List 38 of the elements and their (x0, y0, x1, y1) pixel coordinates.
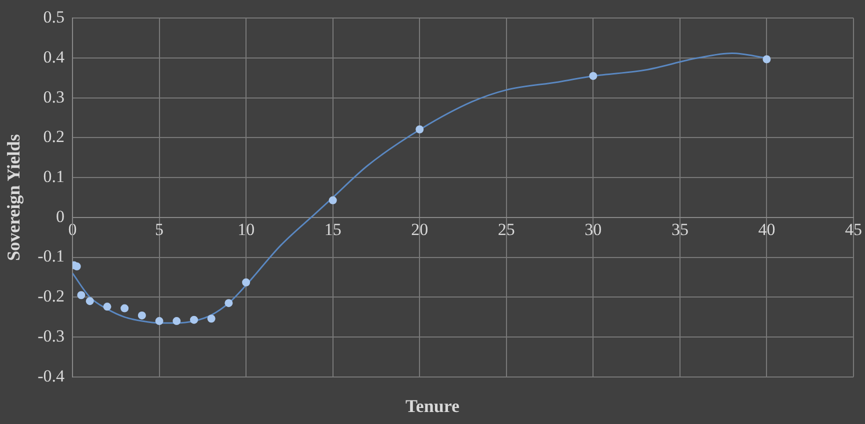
point (242, 278, 250, 286)
point (762, 55, 771, 64)
x-tick-label: 5 (155, 220, 164, 240)
point (207, 314, 216, 323)
y-tick-label: -0.2 (38, 286, 65, 306)
x-tick-label: 20 (411, 220, 428, 240)
y-tick-label: 0.4 (43, 48, 66, 67)
x-tick-label: 0 (68, 220, 77, 240)
point (72, 262, 81, 270)
point (190, 316, 198, 324)
point (416, 125, 424, 134)
x-tick-label: 40 (758, 220, 776, 240)
y-tick-label: 0.3 (43, 87, 65, 106)
y-tick-label: -0.4 (38, 366, 65, 386)
point (86, 297, 94, 306)
x-tick-label: 10 (238, 220, 255, 240)
x-tick-label: 30 (584, 220, 602, 240)
point (77, 291, 86, 300)
point (589, 72, 598, 80)
x-tick-label: 25 (498, 220, 515, 240)
point (155, 317, 164, 326)
y-axis-title: Sovereign Yields (3, 134, 24, 261)
x-tick-label: 45 (845, 220, 862, 240)
point (224, 299, 233, 308)
y-tick-label: 0.1 (43, 167, 65, 186)
y-tick-label: -0.3 (38, 326, 65, 346)
point (172, 317, 181, 326)
point (120, 304, 129, 312)
x-tick-label: 35 (671, 220, 688, 240)
point (328, 196, 337, 204)
y-tick-label: -0.1 (38, 246, 65, 266)
x-tick-label: 15 (324, 220, 342, 240)
y-tick-label: 0.2 (43, 127, 65, 146)
point (103, 302, 112, 311)
y-tick-label: 0.5 (43, 8, 65, 27)
y-tick-label: 0 (56, 206, 65, 226)
point (138, 311, 146, 320)
x-axis-title: Tenure (404, 396, 461, 417)
